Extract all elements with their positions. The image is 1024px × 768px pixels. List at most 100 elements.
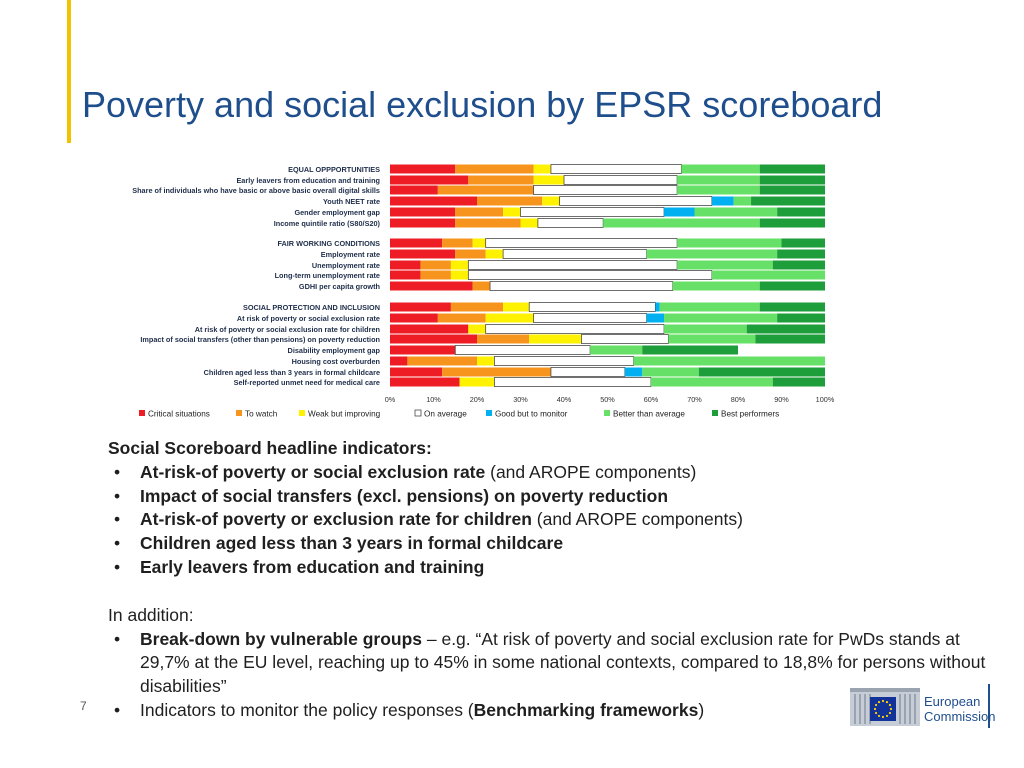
legend-label: Weak but improving — [308, 410, 381, 419]
category-label: Employment rate — [321, 250, 380, 259]
bar-segment — [390, 185, 438, 195]
bar-segment — [477, 196, 543, 206]
bar-segment — [537, 218, 604, 228]
bar-segment — [659, 302, 760, 312]
category-label: Share of individuals who have basic or a… — [132, 186, 380, 195]
bar-segment — [454, 345, 591, 355]
bar-segment — [450, 260, 469, 270]
bar-segment — [777, 249, 825, 259]
x-tick-label: 40% — [557, 395, 572, 404]
bullet-item: • Indicators to monitor the policy respon… — [114, 699, 705, 720]
bar-segment — [528, 302, 656, 312]
legend-label: To watch — [245, 410, 278, 419]
bar-segment — [529, 334, 582, 344]
bar-segment — [711, 196, 734, 206]
bar-segment — [450, 302, 504, 312]
eu-star — [874, 703, 878, 707]
bullet-item: • Children aged less than 3 years in form… — [114, 533, 564, 554]
bar-segment — [390, 377, 460, 387]
eu-star — [873, 707, 877, 711]
bar-segment — [442, 367, 551, 377]
bar-segment — [624, 367, 643, 377]
bar-segment — [559, 196, 713, 206]
x-tick-label: 20% — [470, 395, 485, 404]
bar-segment — [489, 281, 674, 291]
bar-segment — [390, 345, 456, 355]
bar-segment — [390, 238, 443, 248]
bar-segment — [467, 270, 713, 280]
bar-segment — [520, 218, 538, 228]
category-label: FAIR WORKING CONDITIONS — [277, 239, 380, 248]
bar-segment — [642, 345, 738, 355]
x-tick-label: 50% — [600, 395, 615, 404]
eu-star — [877, 714, 881, 718]
bar-segment — [437, 313, 486, 323]
bar-segment — [698, 367, 825, 377]
european-commission-logo — [850, 684, 990, 728]
bar-segment — [581, 334, 669, 344]
bar-segment — [655, 302, 660, 312]
headline-heading: Social Scoreboard headline indicators: — [108, 438, 432, 458]
eu-star — [877, 700, 881, 704]
bar-segment — [550, 164, 682, 174]
bar-segment — [677, 185, 760, 195]
legend-swatch — [414, 409, 422, 417]
bar-segment — [633, 356, 825, 366]
bar-segment — [485, 249, 504, 259]
legend-swatch — [236, 410, 242, 416]
x-tick-label: 10% — [426, 395, 441, 404]
eu-star — [881, 699, 885, 703]
category-label: Early leavers from education and trainin… — [236, 176, 380, 185]
legend-swatch — [299, 410, 305, 416]
bar-segment — [759, 218, 825, 228]
bar-segment — [777, 207, 825, 217]
bar-segment — [711, 270, 825, 280]
bar-segment — [759, 281, 825, 291]
bar-segment — [459, 377, 495, 387]
bar-segment — [455, 218, 521, 228]
category-label: Self-reported unmet need for medical car… — [234, 378, 380, 387]
bar-segment — [759, 175, 825, 185]
bar-segment — [420, 270, 451, 280]
bar-segment — [533, 175, 564, 185]
legend-swatch — [712, 410, 718, 416]
legend-label: On average — [424, 410, 467, 419]
bar-segment — [390, 270, 421, 280]
bar-segment — [755, 334, 825, 344]
bar-segment — [468, 175, 534, 185]
bar-segment — [759, 164, 825, 174]
category-label: Long-term unemployment rate — [275, 271, 380, 280]
slide-title: Poverty and social exclusion by EPSR sco… — [82, 84, 883, 125]
legend-label: Better than average — [613, 410, 685, 419]
x-tick-label: 70% — [687, 395, 702, 404]
logo-line-european: European — [924, 694, 981, 709]
bar-segment — [494, 377, 652, 387]
bar-segment — [502, 249, 648, 259]
bar-segment — [407, 356, 477, 366]
category-label: Youth NEET rate — [323, 197, 380, 206]
bar-segment — [668, 334, 756, 344]
bar-segment — [390, 164, 456, 174]
eu-star — [889, 707, 893, 711]
bar-segment — [442, 238, 473, 248]
bar-segment — [751, 196, 825, 206]
bullet-item: • Early leavers from education and traini… — [114, 556, 485, 577]
bar-segment — [390, 260, 421, 270]
logo-line-commission: Commission — [924, 709, 996, 724]
category-label: GDHI per capita growth — [299, 282, 380, 291]
bar-segment — [455, 249, 486, 259]
bar-segment — [485, 324, 665, 334]
bar-segment — [390, 196, 477, 206]
bar-segment — [542, 196, 560, 206]
bar-segment — [455, 207, 504, 217]
bar-segment — [677, 260, 773, 270]
bar-segment — [642, 367, 699, 377]
bar-segment — [664, 207, 695, 217]
bar-segment — [477, 356, 495, 366]
bar-segment — [651, 377, 773, 387]
bar-segment — [390, 356, 408, 366]
bar-segment — [746, 324, 825, 334]
x-tick-label: 60% — [644, 395, 659, 404]
bar-segment — [733, 196, 752, 206]
legend-label: Best performers — [721, 410, 779, 419]
